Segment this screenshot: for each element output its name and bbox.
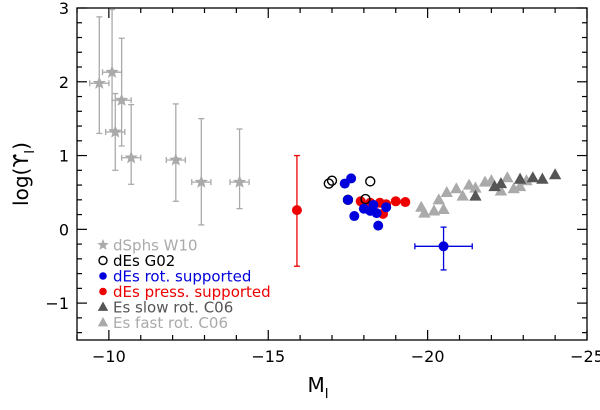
legend-star-icon [97, 239, 109, 250]
data-point-fast [418, 206, 431, 218]
data-point-fast [494, 184, 508, 196]
data-point-dsph [124, 150, 138, 164]
legend-filled-circle-icon [99, 272, 107, 280]
legend-label: dEs press. supported [113, 283, 271, 301]
data-point-fast [437, 202, 450, 214]
data-point-g02 [323, 178, 335, 189]
legend-item-slow: Es slow rot. C06 [97, 299, 233, 317]
data-point-dsph [232, 175, 247, 188]
y-axis-title-close: ) [9, 142, 33, 150]
x-tick-label: −25 [570, 347, 600, 366]
data-point-g02 [326, 175, 338, 186]
series-press [291, 154, 411, 267]
data-point-dsph [108, 124, 122, 138]
legend-triangle-icon [97, 301, 109, 311]
data-point-rot [349, 211, 360, 222]
x-axis-subscript: I [325, 387, 329, 402]
data-marks [89, 8, 562, 271]
data-point-fast [432, 193, 445, 205]
data-point-slow [548, 168, 562, 180]
legend-label: dEs rot. supported [113, 268, 251, 286]
series-dsph [89, 8, 250, 226]
data-point-rot [368, 199, 379, 210]
y-tick-label: 1 [59, 147, 69, 166]
data-point-dsph [105, 65, 119, 78]
data-point-dsph [114, 93, 129, 106]
data-point-fast [456, 189, 469, 201]
data-point-fast [513, 180, 527, 192]
y-tick-label: 2 [59, 73, 69, 92]
legend-filled-circle-icon [99, 287, 107, 296]
data-point-press [400, 197, 411, 208]
data-point-rot [371, 208, 382, 219]
legend-item-g02: dEs G02 [98, 252, 175, 270]
data-point-fast [501, 171, 514, 183]
data-point-fast [462, 178, 476, 190]
legend-triangle-icon [97, 317, 109, 327]
data-point-g02 [360, 193, 371, 205]
data-point-dsph [169, 152, 183, 166]
x-tick-label: −20 [411, 347, 445, 366]
data-point-rot [373, 220, 384, 231]
data-point-dsph [194, 175, 208, 188]
legend-item-dsph: dSphs W10 [97, 237, 198, 255]
legend-label: Es fast rot. C06 [113, 314, 228, 332]
data-point-slow [494, 177, 508, 189]
y-axis-subscript: I [23, 150, 38, 154]
data-point-press [291, 205, 302, 216]
data-point-fast [450, 182, 463, 194]
data-point-slow [526, 171, 539, 183]
series-slow [469, 168, 562, 201]
legend-open-circle-icon [98, 255, 108, 266]
data-point-dsph [92, 76, 106, 89]
data-point-fast [440, 185, 453, 197]
y-tick-label: 3 [59, 0, 69, 18]
series-rot [339, 173, 473, 271]
data-point-slow [469, 189, 482, 201]
ticks [76, 7, 588, 340]
x-axis-title: MI [307, 373, 328, 402]
data-point-slow [536, 172, 549, 184]
x-tick-label: −15 [251, 347, 285, 366]
y-axis-title: log(ϒI) [9, 142, 38, 206]
legend-label: Es slow rot. C06 [113, 299, 233, 317]
legend-item-rot: dEs rot. supported [99, 268, 251, 286]
legend-label: dEs G02 [113, 252, 175, 270]
data-point-slow [513, 172, 527, 184]
data-point-slow [488, 180, 501, 192]
data-point-rot [346, 173, 357, 184]
y-tick-label: −1 [45, 294, 69, 313]
legend-label: dSphs W10 [113, 237, 198, 255]
data-point-fast [427, 204, 441, 216]
data-point-rot [342, 194, 353, 205]
data-point-rot [438, 241, 449, 252]
data-point-press [390, 196, 401, 207]
legend-item-fast: Es fast rot. C06 [97, 314, 228, 332]
legend-item-press: dEs press. supported [99, 283, 271, 301]
data-point-rot [381, 202, 392, 213]
data-point-g02 [365, 176, 376, 187]
x-tick-label: −10 [92, 347, 126, 366]
data-point-fast [469, 181, 482, 193]
y-tick-label: 0 [59, 220, 69, 239]
